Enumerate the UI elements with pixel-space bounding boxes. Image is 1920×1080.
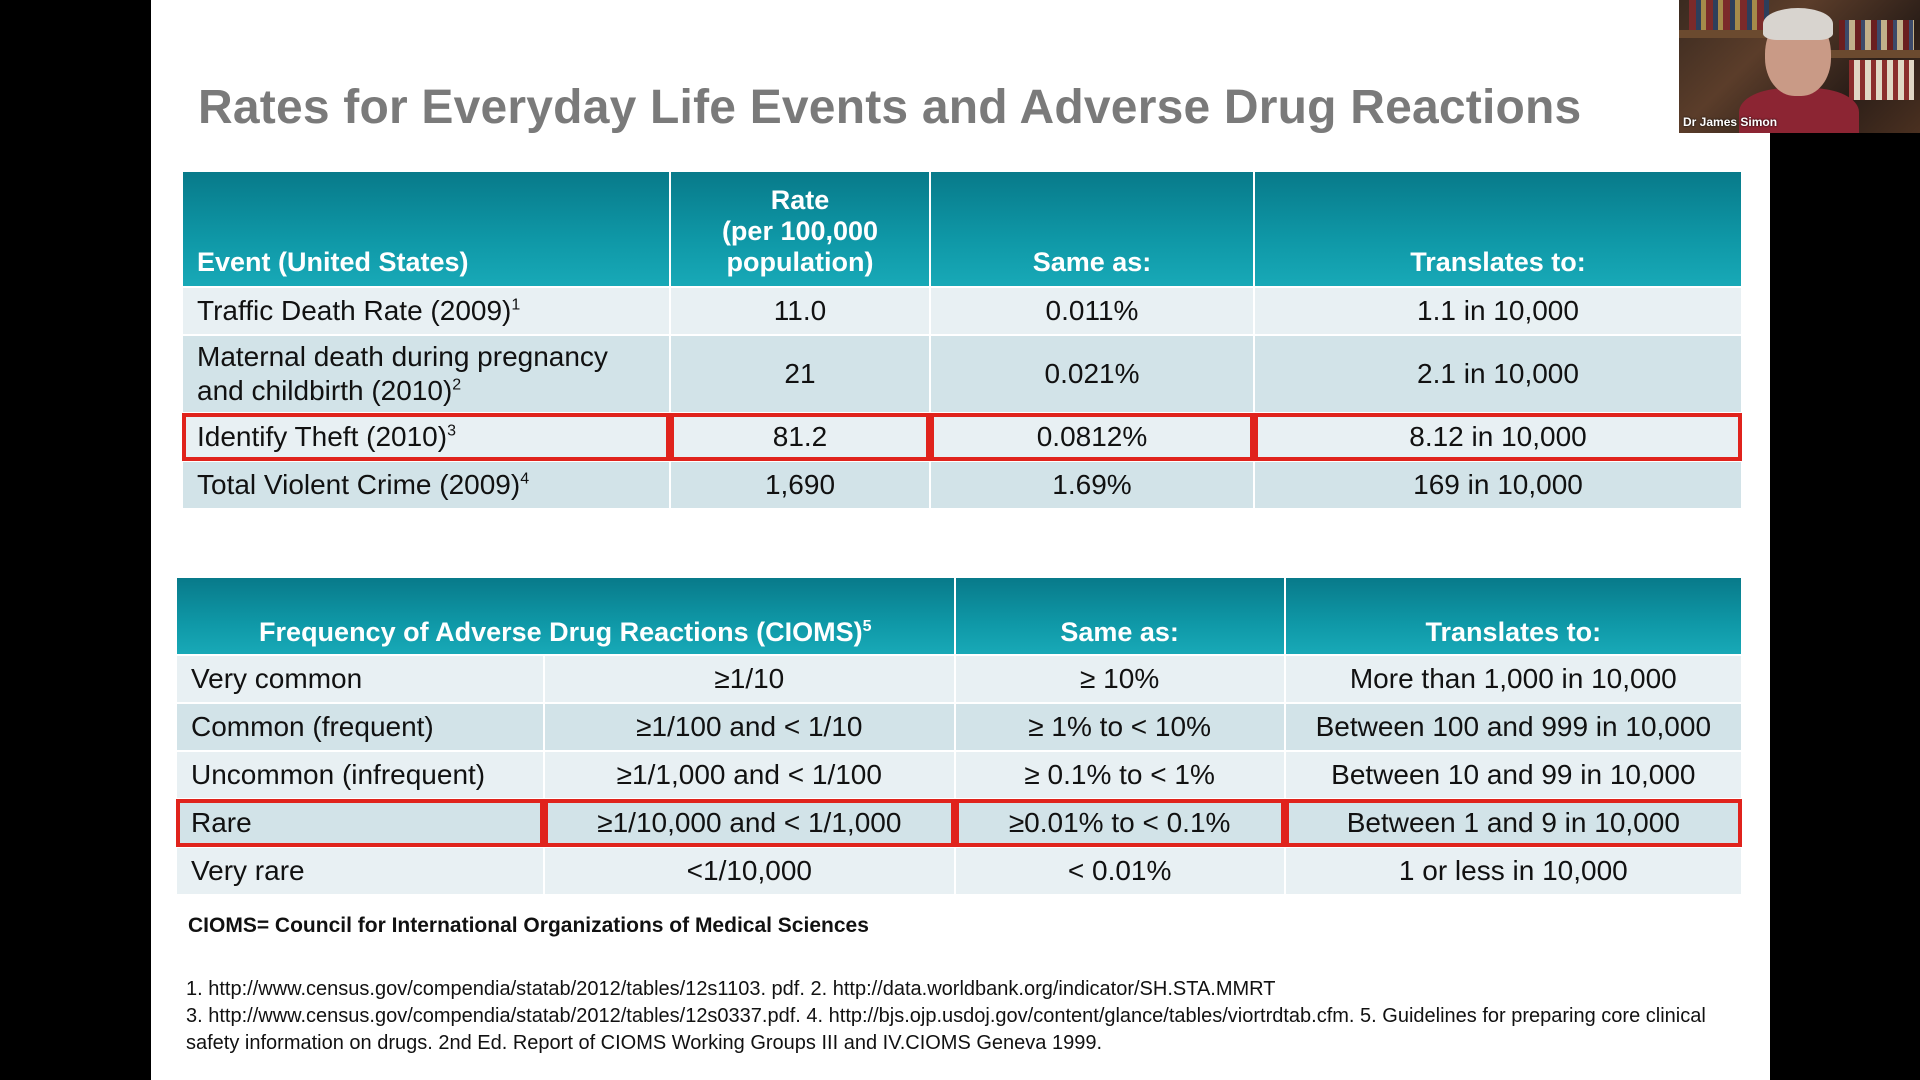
same-as-cell: ≥ 1% to < 10%	[955, 704, 1284, 750]
bookshelf-decoration	[1829, 50, 1920, 58]
same-as-cell: ≥0.01% to < 0.1%	[954, 799, 1285, 847]
translates-cell: 2.1 in 10,000	[1255, 336, 1741, 412]
header-rate-line1: Rate	[770, 185, 830, 215]
category-cell: Very common	[177, 656, 543, 702]
event-cell: Identify Theft (2010)3	[182, 413, 670, 461]
header-frequency: Frequency of Adverse Drug Reactions (CIO…	[177, 578, 954, 654]
table-row: Common (frequent) ≥1/100 and < 1/10 ≥ 1%…	[177, 704, 1741, 750]
translates-cell: 8.12 in 10,000	[1254, 413, 1742, 461]
highlighted-row: Rare ≥1/10,000 and < 1/1,000 ≥0.01% to <…	[176, 799, 1743, 847]
ratio-cell: ≥1/100 and < 1/10	[545, 704, 954, 750]
header-rate-line3: population)	[726, 247, 874, 277]
translates-cell: Between 1 and 9 in 10,000	[1284, 799, 1743, 847]
translates-cell: 1 or less in 10,000	[1285, 848, 1741, 894]
same-as-cell: 0.011%	[931, 288, 1253, 334]
rate-cell: 21	[671, 336, 929, 412]
category-cell: Rare	[176, 799, 544, 847]
category-cell: Very rare	[177, 848, 543, 894]
reference-line: 1. http://www.census.gov/compendia/stata…	[186, 978, 1276, 1000]
rate-cell: 1,690	[671, 462, 929, 508]
translates-cell: More than 1,000 in 10,000	[1285, 656, 1741, 702]
references: 1. http://www.census.gov/compendia/stata…	[186, 976, 1756, 1057]
participant-hair	[1763, 8, 1833, 40]
bookshelf-decoration	[1679, 30, 1779, 38]
event-cell: Total Violent Crime (2009)4	[183, 462, 669, 508]
header-rate-line2: (per 100,000	[721, 216, 879, 246]
ratio-cell: ≥1/10	[545, 656, 954, 702]
event-cell: Maternal death during pregnancy and chil…	[183, 336, 669, 412]
table-row: Very rare <1/10,000 < 0.01% 1 or less in…	[177, 848, 1741, 894]
translates-cell: 1.1 in 10,000	[1255, 288, 1741, 334]
highlighted-row: Identify Theft (2010)3 81.2 0.0812% 8.12…	[182, 413, 1742, 461]
category-cell: Uncommon (infrequent)	[177, 752, 543, 798]
table-row: Uncommon (infrequent) ≥1/1,000 and < 1/1…	[177, 752, 1741, 798]
table-row: Maternal death during pregnancy and chil…	[183, 336, 1741, 412]
reference-line: 3. http://www.census.gov/compendia/stata…	[186, 1005, 1706, 1054]
adverse-reactions-table: Frequency of Adverse Drug Reactions (CIO…	[175, 576, 1743, 896]
slide-title: Rates for Everyday Life Events and Adver…	[198, 81, 1582, 134]
participant-name-label: Dr James Simon	[1683, 115, 1778, 129]
table-row: Traffic Death Rate (2009)1 11.0 0.011% 1…	[183, 288, 1741, 334]
same-as-cell: ≥ 10%	[955, 656, 1284, 702]
table-row: Total Violent Crime (2009)4 1,690 1.69% …	[183, 462, 1741, 508]
same-as-cell: ≥ 0.1% to < 1%	[955, 752, 1284, 798]
header-same-as: Same as:	[931, 172, 1253, 286]
webcam-video-tile[interactable]: Dr James Simon	[1679, 0, 1920, 133]
header-translates: Translates to:	[1285, 578, 1741, 654]
translates-cell: Between 10 and 99 in 10,000	[1285, 752, 1741, 798]
ratio-cell: ≥1/1,000 and < 1/100	[545, 752, 954, 798]
ratio-cell: <1/10,000	[545, 848, 954, 894]
table-row: Very common ≥1/10 ≥ 10% More than 1,000 …	[177, 656, 1741, 702]
rate-cell: 81.2	[670, 413, 930, 461]
header-rate: Rate (per 100,000 population)	[671, 172, 929, 286]
same-as-cell: < 0.01%	[955, 848, 1284, 894]
translates-cell: Between 100 and 999 in 10,000	[1285, 704, 1741, 750]
same-as-cell: 0.0812%	[930, 413, 1254, 461]
books-decoration	[1689, 0, 1769, 30]
table-header-row: Frequency of Adverse Drug Reactions (CIO…	[177, 578, 1741, 654]
rate-cell: 11.0	[671, 288, 929, 334]
books-decoration	[1839, 20, 1914, 50]
table-header-row: Event (United States) Rate (per 100,000 …	[183, 172, 1741, 286]
same-as-cell: 1.69%	[931, 462, 1253, 508]
books-decoration	[1849, 60, 1914, 100]
header-translates: Translates to:	[1255, 172, 1741, 286]
same-as-cell: 0.021%	[931, 336, 1253, 412]
category-cell: Common (frequent)	[177, 704, 543, 750]
event-cell: Traffic Death Rate (2009)1	[183, 288, 669, 334]
header-event: Event (United States)	[183, 172, 669, 286]
header-same-as: Same as:	[955, 578, 1284, 654]
presentation-slide: Rates for Everyday Life Events and Adver…	[151, 0, 1770, 1080]
cioms-definition: CIOMS= Council for International Organiz…	[188, 914, 869, 937]
life-events-table: Event (United States) Rate (per 100,000 …	[181, 170, 1743, 510]
translates-cell: 169 in 10,000	[1255, 462, 1741, 508]
ratio-cell: ≥1/10,000 and < 1/1,000	[544, 799, 955, 847]
